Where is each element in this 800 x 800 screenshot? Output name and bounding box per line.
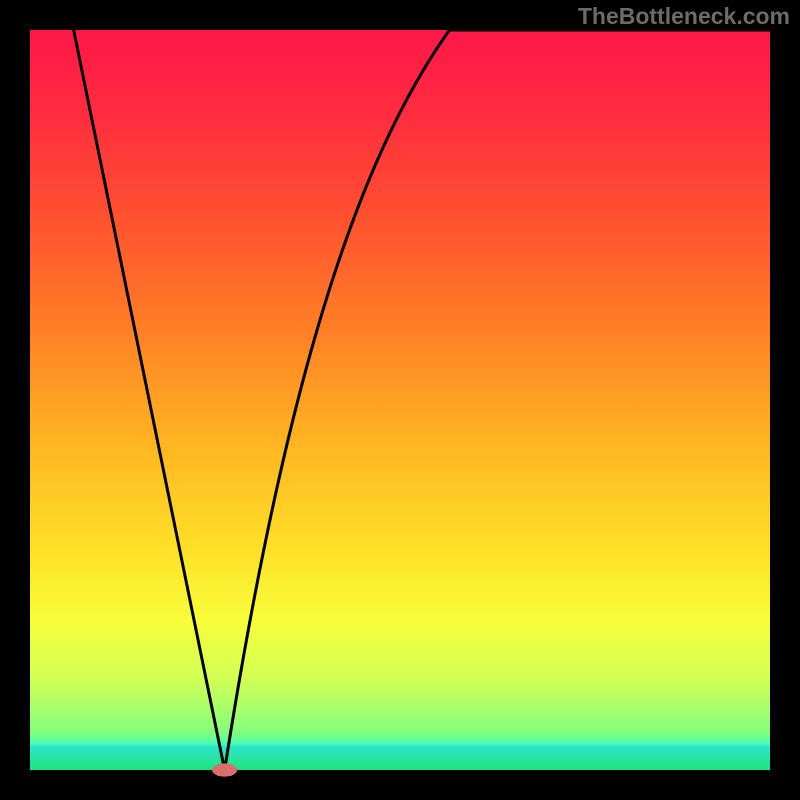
chart-stage: TheBottleneck.com [0, 0, 800, 800]
plot-area [30, 30, 770, 770]
optimal-marker [212, 763, 237, 776]
watermark-text: TheBottleneck.com [578, 3, 790, 30]
bottleneck-chart [0, 0, 800, 800]
